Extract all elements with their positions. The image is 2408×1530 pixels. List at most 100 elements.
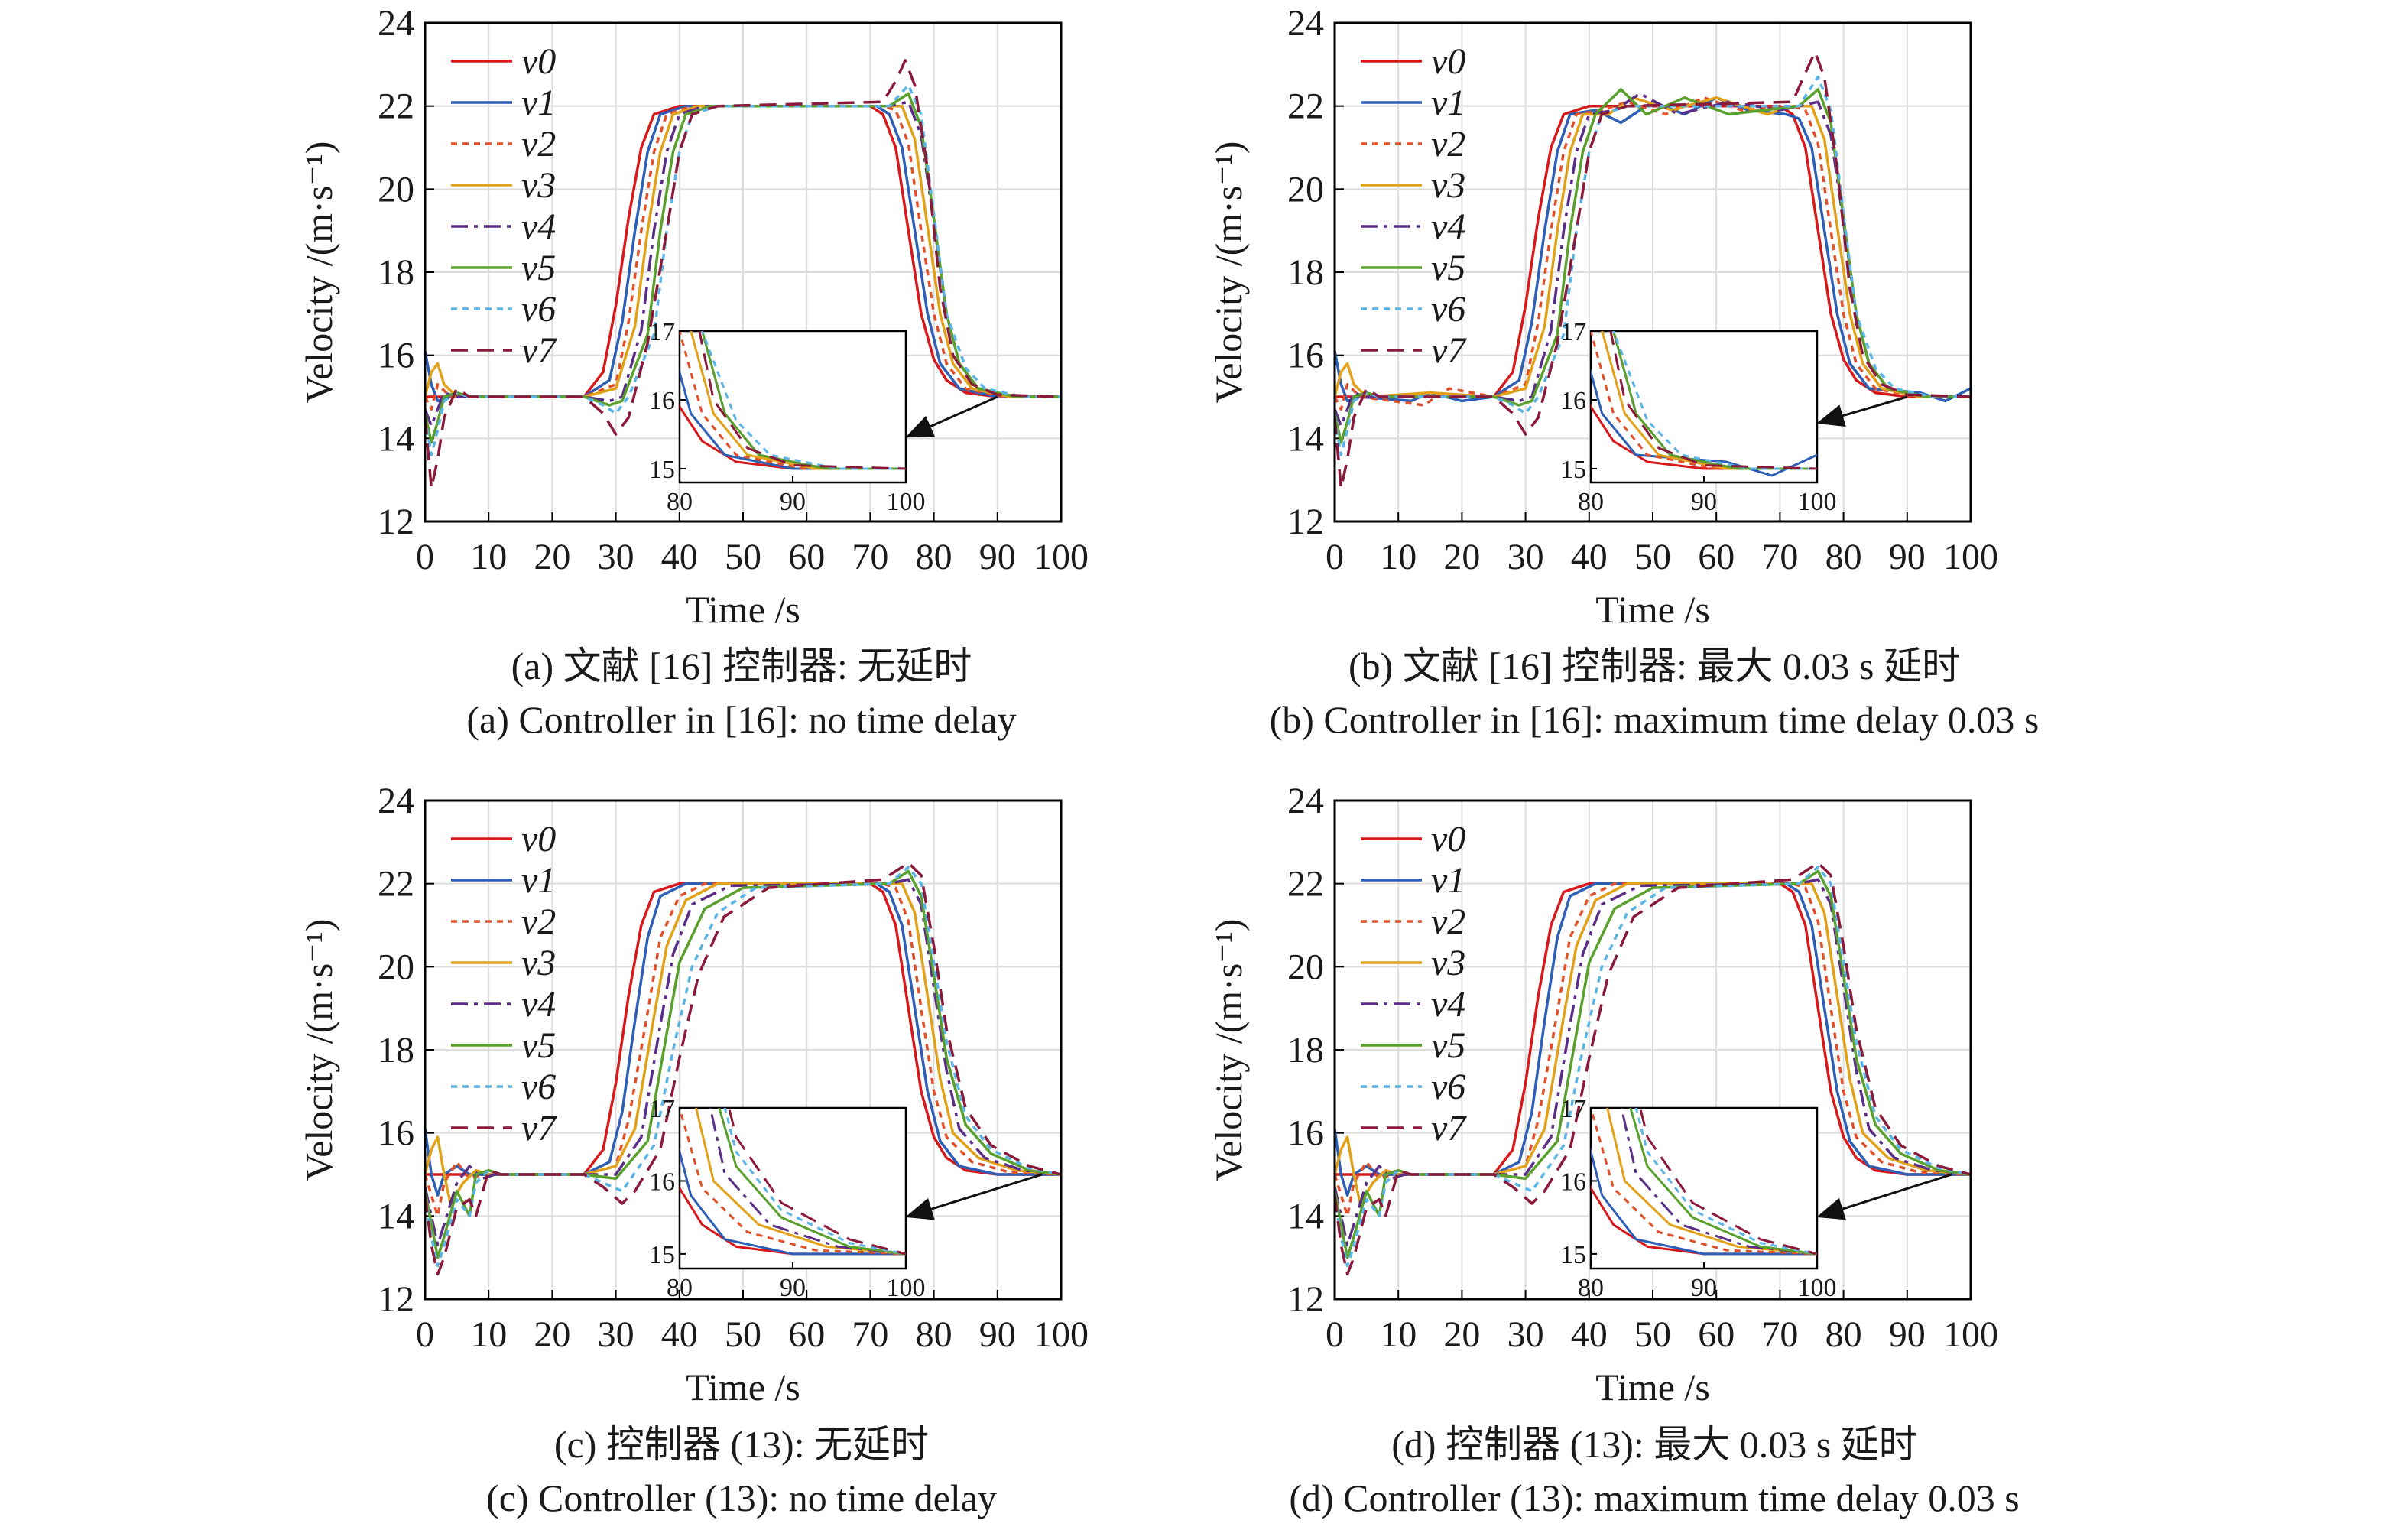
- x-tick-label: 10: [1380, 1314, 1417, 1355]
- series-line-v7: [425, 861, 1061, 1276]
- plot-frame: [1333, 799, 1972, 1301]
- inset-series-line-v5: [701, 331, 906, 470]
- x-tick-label: 30: [1507, 1314, 1544, 1355]
- caption-en: (c) Controller (13): no time delay: [486, 1476, 997, 1519]
- x-axis-label: Time /s: [686, 588, 800, 631]
- inset-series-line-v4: [709, 1108, 906, 1256]
- series-line-v5: [425, 869, 1061, 1259]
- legend-label-v5: v5: [1431, 1025, 1465, 1066]
- y-tick-label: 14: [378, 1196, 414, 1236]
- y-tick-label: 24: [378, 3, 414, 44]
- inset-zoom: 80 90 100 15 16 17: [649, 318, 926, 516]
- x-tick-label: 40: [661, 1314, 698, 1355]
- legend-label-v1: v1: [1431, 83, 1465, 123]
- series-line-v0: [425, 104, 1061, 398]
- legend-label-v0: v0: [521, 819, 556, 859]
- legend-label-v7: v7: [1431, 1108, 1467, 1148]
- legend-label-v0: v0: [1431, 819, 1465, 859]
- y-tick-label: 20: [378, 947, 414, 987]
- legend-label-v2: v2: [1431, 124, 1465, 164]
- x-tick-label: 10: [470, 537, 507, 577]
- x-tick-label: 40: [1571, 537, 1608, 577]
- y-tick-label: 24: [378, 781, 414, 821]
- inset-zoom: 80 90 100 15 16 17: [1560, 318, 1837, 516]
- plot-frame: [424, 799, 1063, 1301]
- legend-label-v3: v3: [521, 943, 556, 983]
- y-tick-label: 18: [1287, 252, 1324, 293]
- series-group: [1335, 50, 1971, 490]
- y-tick-label: 20: [1287, 169, 1324, 210]
- inset-series-group: [1591, 331, 1817, 477]
- legend-label-v5: v5: [521, 1025, 556, 1066]
- x-tick-label: 70: [1761, 1314, 1798, 1355]
- series-group: [1335, 861, 1971, 1276]
- legend-label-v2: v2: [1431, 901, 1465, 942]
- inset-series-line-v4: [1620, 1108, 1817, 1256]
- chart-panel-b: 0 10 20 30 40 50 60 70 80 90 100 12 14 16 18 20 22 24 Time…: [1207, 3, 2040, 741]
- inset-x-tick-label: 100: [887, 488, 926, 516]
- inset-y-tick-label: 17: [649, 318, 675, 346]
- inset-series-line-v0: [680, 1184, 906, 1256]
- legend-label-v6: v6: [521, 1067, 556, 1107]
- inset-y-tick-label: 16: [1560, 387, 1586, 415]
- legend-label-v5: v5: [1431, 248, 1465, 288]
- inset-x-tick-label: 90: [780, 1274, 806, 1302]
- inset-y-tick-label: 15: [1560, 456, 1586, 484]
- x-axis-label: Time /s: [1595, 588, 1710, 631]
- inset-series-line-v0: [1591, 402, 1817, 470]
- y-tick-label: 22: [378, 864, 414, 905]
- series-group: [425, 59, 1061, 490]
- x-axis-label: Time /s: [1595, 1366, 1710, 1408]
- series-line-v2: [1335, 882, 1971, 1218]
- inset-arrow: [905, 395, 998, 438]
- x-tick-label: 90: [979, 537, 1016, 577]
- x-tick-label: 70: [852, 537, 888, 577]
- x-tick-label: 60: [1698, 1314, 1735, 1355]
- legend-label-v4: v4: [521, 206, 556, 247]
- inset-y-tick-label: 16: [649, 1168, 675, 1196]
- legend-label-v5: v5: [521, 248, 556, 288]
- y-tick-label: 22: [1287, 86, 1324, 127]
- x-tick-label: 80: [1825, 537, 1862, 577]
- legend-label-v0: v0: [521, 41, 556, 82]
- inset-x-tick-label: 90: [1691, 488, 1717, 516]
- series-line-v0: [1335, 104, 1971, 398]
- series-line-v3: [425, 104, 1061, 398]
- x-tick-label: 80: [916, 1314, 952, 1355]
- caption-en: (b) Controller in [16]: maximum time del…: [1270, 698, 2040, 741]
- x-tick-label: 40: [1571, 1314, 1608, 1355]
- inset-series-group: [1591, 1108, 1817, 1256]
- series-line-v1: [425, 882, 1061, 1197]
- x-tick-label: 60: [1698, 537, 1735, 577]
- x-tick-label: 0: [416, 1314, 434, 1355]
- y-tick-label: 14: [1287, 1196, 1324, 1236]
- y-tick-label: 24: [1287, 781, 1324, 821]
- x-tick-label: 60: [788, 1314, 825, 1355]
- legend-label-v6: v6: [1431, 289, 1465, 330]
- x-tick-label: 50: [725, 537, 761, 577]
- x-tick-label: 20: [1443, 537, 1480, 577]
- series-line-v0: [1335, 882, 1971, 1176]
- y-tick-label: 12: [1287, 502, 1324, 542]
- inset-zoom: 80 90 100 15 16 17: [649, 1095, 926, 1302]
- series-line-v7: [1335, 50, 1971, 490]
- series-line-v5: [1335, 869, 1971, 1259]
- inset-x-tick-label: 100: [1798, 1274, 1837, 1302]
- y-tick-label: 20: [378, 169, 414, 210]
- inset-frame: [678, 1106, 907, 1270]
- y-axis-label: Velocity /(m·s⁻¹): [1207, 919, 1250, 1181]
- x-tick-label: 0: [1326, 1314, 1344, 1355]
- inset-y-tick-label: 17: [1560, 1095, 1586, 1123]
- x-tick-label: 100: [1943, 537, 1998, 577]
- x-tick-label: 0: [1326, 537, 1344, 577]
- y-tick-label: 12: [378, 1279, 414, 1320]
- plot-frame: [424, 21, 1063, 523]
- series-line-v1: [1335, 882, 1971, 1197]
- inset-x-tick-label: 80: [667, 1274, 693, 1302]
- legend-label-v7: v7: [521, 1108, 557, 1148]
- x-tick-label: 100: [1034, 1314, 1089, 1355]
- y-axis-label: Velocity /(m·s⁻¹): [297, 141, 340, 404]
- legend-label-v7: v7: [1431, 330, 1467, 371]
- legend-label-v1: v1: [1431, 860, 1465, 901]
